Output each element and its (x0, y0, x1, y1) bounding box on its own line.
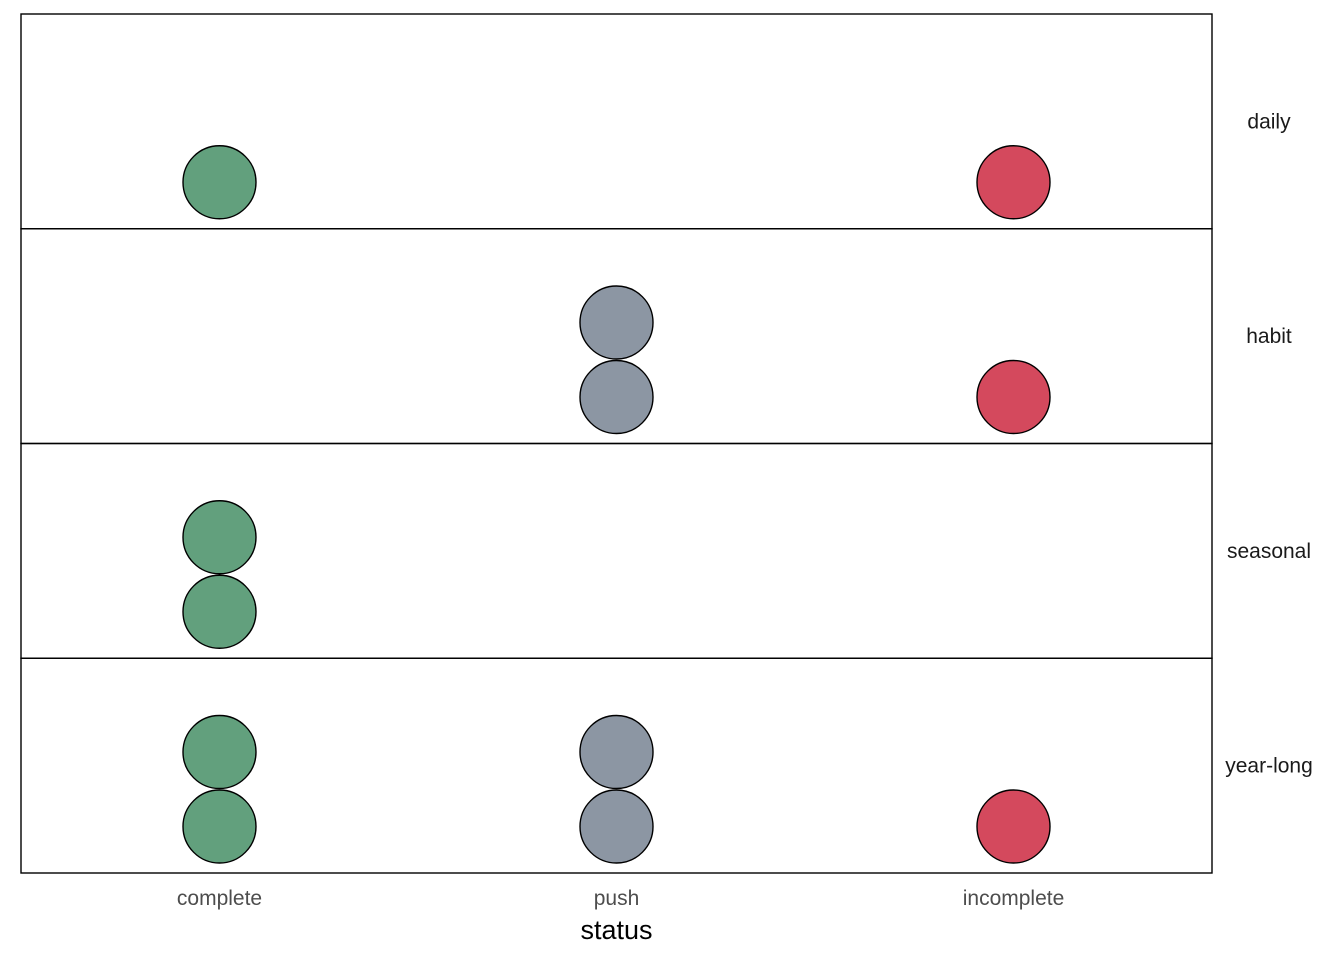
x-axis-tick-labels: complete push incomplete (177, 887, 1064, 910)
dots-layer (182, 145, 1051, 864)
dot-year-long-complete (182, 714, 257, 790)
dot-habit-push (579, 359, 654, 435)
x-tick-push: push (594, 887, 640, 910)
facet-label-seasonal: seasonal (1227, 540, 1311, 563)
dot-daily-incomplete (976, 145, 1051, 220)
x-tick-incomplete: incomplete (963, 887, 1065, 910)
dot-habit-push (579, 285, 654, 360)
facet-panels (20, 13, 1213, 874)
dot-year-long-incomplete (976, 789, 1051, 864)
facet-label-habit: habit (1246, 325, 1292, 348)
dot-year-long-complete (182, 789, 257, 864)
dot-year-long-push (579, 714, 654, 790)
facet-strip-labels: daily habit seasonal year-long (1225, 110, 1313, 777)
dot-habit-incomplete (976, 359, 1051, 435)
x-axis-title: status (580, 915, 652, 945)
facet-panel-year-long (20, 657, 1213, 874)
dot-seasonal-complete (182, 574, 257, 649)
x-tick-complete: complete (177, 887, 262, 910)
dot-daily-complete (182, 145, 257, 220)
dot-seasonal-complete (182, 500, 257, 575)
facet-label-year-long: year-long (1225, 755, 1313, 778)
facet-label-daily: daily (1247, 110, 1291, 133)
dot-year-long-push (579, 789, 654, 864)
